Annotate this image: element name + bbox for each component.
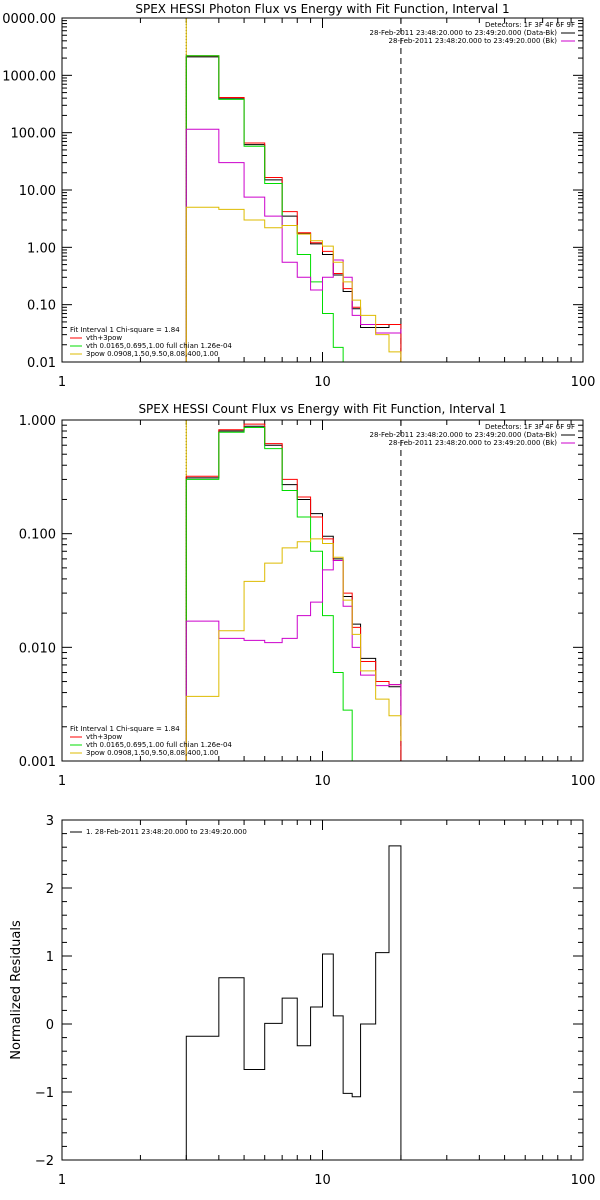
y-tick-label: −2: [35, 1154, 54, 1169]
y-tick-label: 1.00: [27, 241, 56, 256]
y-tick-label: 0.01: [27, 356, 56, 371]
chart-panel-3: Normalized Residuals 1 10 100 −2 −1 0 1 2 3 1. 28-…: [9, 814, 595, 1188]
legend-entry: 28-Feb-2011 23:48:20.000 to 23:49:20.000…: [389, 439, 558, 447]
plot-frame: [61, 819, 584, 1161]
legend-entry: Fit Interval 1 Chi-square = 1.84: [70, 326, 180, 334]
chart-panel-1: SPEX HESSI Photon Flux vs Energy with Fi…: [2, 2, 595, 390]
legend-entry: vth+3pow: [86, 733, 122, 741]
legend-entry: 1. 28-Feb-2011 23:48:20.000 to 23:49:20.…: [86, 828, 247, 836]
x-tick-label: 10: [314, 375, 331, 390]
x-tick-label: 1: [58, 375, 66, 390]
data-series-5: [185, 538, 402, 761]
y-tick-label: 0.010: [19, 641, 56, 656]
legend-entry: Fit Interval 1 Chi-square = 1.84: [70, 725, 180, 733]
x-tick-label: 100: [571, 375, 596, 390]
x-tick-label: 100: [571, 1173, 596, 1188]
y-tick-label: 10.00: [19, 184, 56, 199]
data-series-1: [185, 845, 402, 1160]
data-series-3: [185, 55, 353, 362]
y-tick-label: 0.100: [19, 528, 56, 543]
data-series-3: [185, 426, 362, 761]
x-tick-label: 1: [58, 774, 66, 789]
legend-entry: 3pow 0.0908,1.50,9.50,8.08,400,1.00: [86, 350, 218, 358]
data-series-2: [185, 55, 402, 362]
data-series-5: [185, 206, 402, 362]
plot-frame: [61, 419, 584, 762]
legend-entry: Detectors: 1F 3F 4F 6F 9F: [485, 423, 575, 431]
y-tick-label: 100.00: [11, 127, 57, 142]
y-axis-label: Normalized Residuals: [9, 920, 24, 1060]
y-tick-label: 0.10: [27, 299, 56, 314]
y-tick-label: −1: [35, 1086, 54, 1101]
x-tick-label: 100: [571, 774, 596, 789]
data-series-1: [185, 56, 402, 362]
y-tick-label: 3: [46, 814, 54, 829]
y-tick-label: 1: [46, 950, 54, 965]
y-tick-label: 0.001: [19, 755, 56, 770]
chart-title: SPEX HESSI Photon Flux vs Energy with Fi…: [135, 2, 509, 16]
legend-entry: Detectors: 1F 3F 4F 6F 9F: [485, 21, 575, 29]
legend-entry: 28-Feb-2011 23:48:20.000 to 23:49:20.000…: [370, 29, 558, 37]
x-tick-label: 1: [58, 1173, 66, 1188]
data-series-4: [185, 128, 402, 362]
data-series-2: [185, 423, 402, 761]
plot-frame: [61, 17, 584, 363]
legend-entry: 3pow 0.0908,1.50,9.50,8.08,400,1.00: [86, 749, 218, 757]
y-tick-label: 0000.00: [2, 12, 56, 27]
y-tick-label: 1000.00: [2, 69, 56, 84]
chart-panel-2: SPEX HESSI Count Flux vs Energy with Fit…: [19, 402, 596, 789]
y-tick-label: 0: [46, 1018, 54, 1033]
legend-entry: vth 0.0165,0.695,1.00 full chian 1.26e-0…: [86, 741, 232, 749]
x-tick-label: 10: [314, 1173, 331, 1188]
legend-entry: vth 0.0165,0.695,1.00 full chian 1.26e-0…: [86, 342, 232, 350]
legend-entry: vth+3pow: [86, 334, 122, 342]
y-tick-label: 1.000: [19, 414, 56, 429]
x-tick-label: 10: [314, 774, 331, 789]
y-tick-label: 2: [46, 882, 54, 897]
legend-entry: 28-Feb-2011 23:48:20.000 to 23:49:20.000…: [370, 431, 558, 439]
legend-entry: 28-Feb-2011 23:48:20.000 to 23:49:20.000…: [389, 37, 558, 45]
chart-title: SPEX HESSI Count Flux vs Energy with Fit…: [138, 402, 506, 416]
